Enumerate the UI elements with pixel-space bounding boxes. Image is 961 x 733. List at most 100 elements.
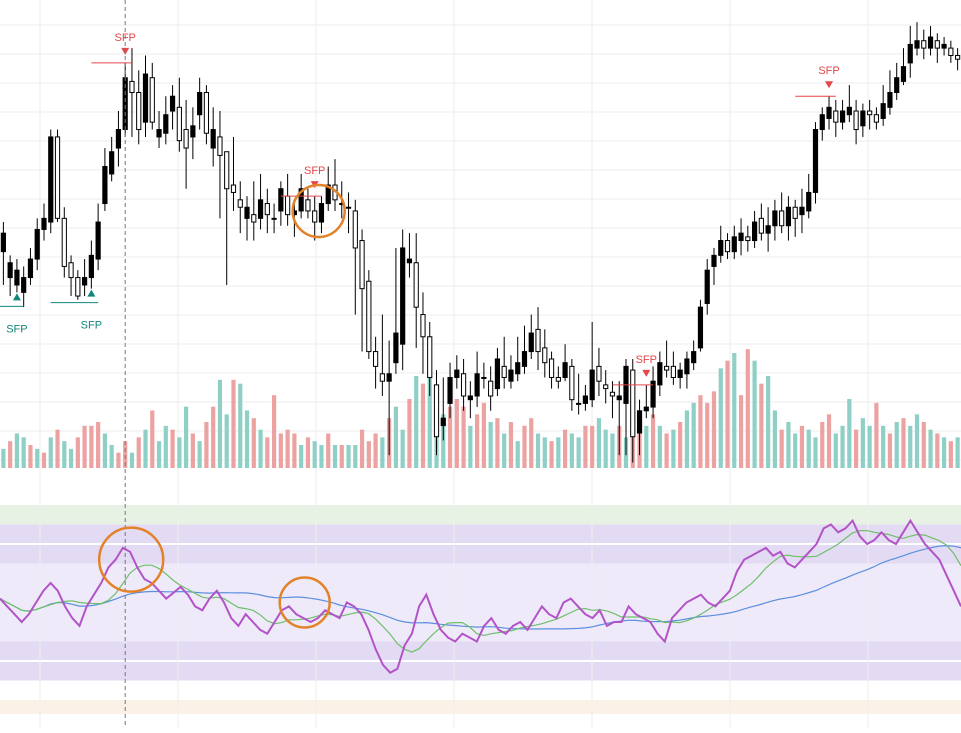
volume-bar <box>278 433 283 468</box>
candle-body <box>650 380 656 408</box>
candle-body <box>948 47 954 57</box>
volume-bar <box>41 452 47 468</box>
rsi-lower-zone <box>0 700 961 714</box>
candle-body <box>230 184 237 193</box>
candle-body <box>941 43 947 49</box>
candle-body <box>697 306 704 349</box>
volume-bar <box>941 437 947 468</box>
volume-bar <box>576 437 581 468</box>
volume-bar <box>285 429 290 468</box>
volume-bar <box>244 410 250 468</box>
candle-body <box>61 217 67 267</box>
volume-bar <box>129 452 135 468</box>
volume-bar <box>116 452 121 468</box>
volume-bar <box>596 418 602 468</box>
volume-bar <box>549 441 554 468</box>
candle-body <box>318 203 325 223</box>
volume-bar <box>826 414 832 468</box>
volume-bar <box>725 360 730 468</box>
candle-body <box>115 129 122 149</box>
volume-bar <box>380 437 385 468</box>
candle-body <box>921 40 927 49</box>
volume-bar <box>779 429 784 468</box>
volume-bar <box>427 360 432 468</box>
candle-body <box>190 125 196 138</box>
candle-body <box>494 358 501 390</box>
highlight-circle-price <box>291 183 346 239</box>
volume-bar <box>359 429 365 468</box>
candle-body <box>555 376 561 382</box>
candle-body <box>447 376 453 404</box>
candle-body <box>576 402 582 405</box>
candle-body <box>413 262 419 308</box>
candle-body <box>806 191 812 212</box>
volume-bar <box>508 422 514 468</box>
volume-bar <box>894 422 899 468</box>
candle-body <box>7 262 13 279</box>
candle-body <box>630 369 636 438</box>
candle-body <box>528 332 534 353</box>
volume-bar <box>217 379 223 468</box>
volume-layer <box>1 349 960 468</box>
candle-body <box>934 40 940 49</box>
volume-bar <box>420 383 426 468</box>
candle-body <box>14 269 20 286</box>
candle-body <box>508 369 514 382</box>
candle-body <box>955 55 961 60</box>
volume-bar <box>238 383 243 468</box>
highlight-circle-rsi-2 <box>278 576 331 629</box>
volume-bar <box>156 441 162 468</box>
candle-body <box>440 417 446 427</box>
volume-bar <box>332 445 338 468</box>
volume-bar <box>738 395 744 468</box>
volume-bar <box>732 353 737 468</box>
volume-bar <box>109 445 114 468</box>
volume-bar <box>833 433 838 468</box>
volume-bar <box>319 445 324 468</box>
volume-bar <box>650 414 656 468</box>
volume-bar <box>495 418 500 468</box>
candle-body <box>562 362 568 378</box>
volume-bar <box>840 425 845 468</box>
rsi-layer <box>0 518 961 674</box>
volume-bar <box>644 425 649 468</box>
volume-bar <box>414 376 419 468</box>
volume-bar <box>55 429 60 468</box>
candle-body <box>406 258 413 264</box>
volume-bar <box>197 441 202 468</box>
candle-body <box>664 365 670 371</box>
candle-body <box>474 373 480 397</box>
volume-bar <box>211 406 216 468</box>
volume-bar <box>231 379 236 468</box>
volume-bar <box>786 422 791 468</box>
volume-bar <box>799 425 805 468</box>
volume-bar <box>373 433 378 468</box>
volume-bar <box>35 448 40 468</box>
sfp-triangle-down <box>642 369 651 377</box>
candle-body <box>481 376 487 379</box>
volume-bar <box>8 441 13 468</box>
candle-body <box>616 395 622 401</box>
volume-bar <box>603 429 608 468</box>
volume-bar <box>1 448 6 468</box>
candle-body <box>169 95 176 112</box>
volume-bar <box>908 425 913 468</box>
candle-body <box>907 43 913 64</box>
candle-body <box>839 110 846 123</box>
candle-body <box>521 351 528 367</box>
candle-body <box>853 110 859 131</box>
volume-bar <box>745 349 750 468</box>
candle-body <box>305 199 311 212</box>
volume-bar <box>901 418 906 468</box>
volume-bar <box>854 429 859 468</box>
volume-bar <box>928 429 933 468</box>
candle-body <box>0 232 6 253</box>
sfp-label-top: SFP <box>304 165 325 177</box>
volume-bar <box>454 399 459 468</box>
candle-body <box>142 73 149 123</box>
volume-bar <box>366 441 371 468</box>
volume-bar <box>583 425 588 468</box>
candle-body <box>427 336 433 378</box>
